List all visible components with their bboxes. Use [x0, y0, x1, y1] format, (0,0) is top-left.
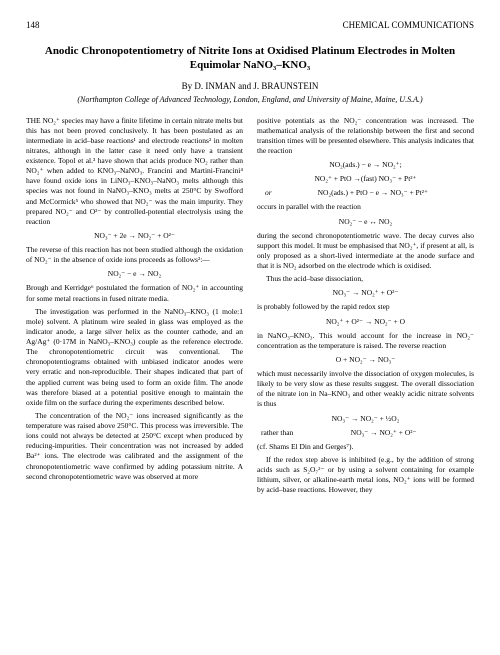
body-columns: THE NO₂⁺ species may have a finite lifet…	[26, 116, 474, 499]
equation: NO₃⁻ → NO₂⁻ + ½O₂	[257, 414, 474, 424]
paragraph: The reverse of this reaction has not bee…	[26, 245, 243, 265]
paragraph: in NaNO₃–KNO₃. This would account for th…	[257, 331, 474, 351]
equation: NO₂⁺ + PtO →(fast) NO₃⁻ + Pt²⁺	[257, 174, 474, 184]
equation: NO₃⁻ → NO₂⁺ + O²⁻	[257, 288, 474, 298]
equation: rather than NO₃⁻ → NO₂⁺ + O²⁻	[257, 428, 474, 438]
equation-label: or	[265, 188, 272, 198]
page-number: 148	[26, 20, 40, 30]
equation-label: rather than	[261, 428, 293, 438]
affiliation: (Northampton College of Advanced Technol…	[26, 95, 474, 104]
paragraph: during the second chronopotentiometric w…	[257, 231, 474, 272]
equation: or NO₂(ads.) + PtO − e → NO₃⁻ + Pt²⁺	[257, 188, 474, 198]
page: 148 CHEMICAL COMMUNICATIONS Anodic Chron…	[0, 0, 500, 518]
paragraph: Thus the acid–base dissociation,	[257, 274, 474, 284]
paragraph: THE NO₂⁺ species may have a finite lifet…	[26, 116, 243, 227]
paragraph: If the redox step above is inhibited (e.…	[257, 455, 474, 496]
paragraph: is probably followed by the rapid redox …	[257, 302, 474, 312]
authors: By D. INMAN and J. BRAUNSTEIN	[26, 81, 474, 91]
equation-body: NO₂(ads.) + PtO − e → NO₃⁻ + Pt²⁺	[318, 188, 428, 197]
equation: NO₂(ads.) − e → NO₂⁺;	[257, 160, 474, 170]
left-column: THE NO₂⁺ species may have a finite lifet…	[26, 116, 243, 499]
equation: NO₂⁺ + O²⁻ → NO₂⁻ + O	[257, 317, 474, 327]
paragraph: (cf. Shams El Din and Gerges⁷).	[257, 442, 474, 452]
page-header: 148 CHEMICAL COMMUNICATIONS	[26, 20, 474, 30]
right-column: positive potentials as the NO₂⁻ concentr…	[257, 116, 474, 499]
paragraph: The investigation was performed in the N…	[26, 307, 243, 408]
paragraph: which must necessarily involve the disso…	[257, 369, 474, 410]
equation: NO₂⁻ − e → NO₂	[26, 269, 243, 279]
equation-body: NO₃⁻ → NO₂⁺ + O²⁻	[351, 428, 417, 437]
equation: NO₂⁻ − e ↔ NO₂	[257, 217, 474, 227]
journal-name: CHEMICAL COMMUNICATIONS	[343, 20, 474, 30]
paragraph: The concentration of the NO₂⁻ ions incre…	[26, 411, 243, 482]
equation: NO₃⁻ + 2e → NO₂⁻ + O²⁻	[26, 231, 243, 241]
article-title: Anodic Chronopotentiometry of Nitrite Io…	[26, 44, 474, 73]
paragraph: positive potentials as the NO₂⁻ concentr…	[257, 116, 474, 157]
equation: O + NO₂⁻ → NO₃⁻	[257, 355, 474, 365]
paragraph: occurs in parallel with the reaction	[257, 202, 474, 212]
paragraph: Brough and Kerridge⁶ postulated the form…	[26, 283, 243, 303]
